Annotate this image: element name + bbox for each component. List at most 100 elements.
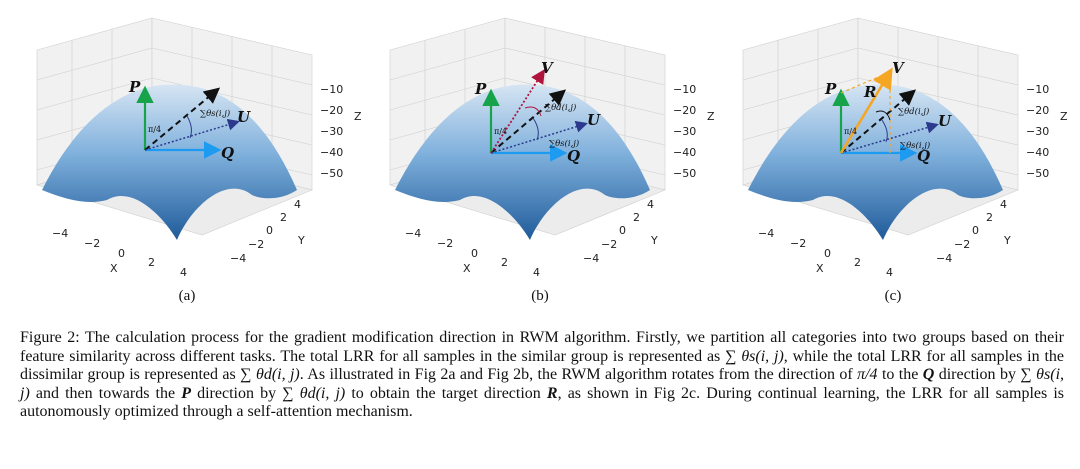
svg-text:−20: −20: [673, 104, 696, 117]
svg-text:−40: −40: [1026, 146, 1049, 159]
panel-b-label: (b): [531, 288, 549, 304]
svg-text:−2: −2: [84, 237, 100, 250]
svg-text:X: X: [816, 262, 824, 275]
svg-text:−2: −2: [248, 238, 264, 251]
caption-math-4: Q: [922, 366, 935, 384]
caption-text-7: direction by: [190, 384, 283, 402]
svg-text:2: 2: [854, 256, 861, 269]
svg-text:−2: −2: [437, 237, 453, 250]
u-label: U: [587, 111, 601, 129]
svg-text:−2: −2: [601, 238, 617, 251]
panel-a: P Q U ∑θs(i,j) π/4 −10 −20 −30 −40 −50 Z…: [12, 0, 362, 310]
svg-text:0: 0: [118, 247, 125, 260]
svg-text:−10: −10: [1026, 83, 1049, 96]
svg-text:2: 2: [280, 211, 287, 224]
svg-text:Z: Z: [1060, 110, 1068, 123]
plot-c: P Q U V R ∑θd(i,j) ∑θs(i,j) π/4 −10 −20 …: [741, 17, 1068, 279]
panel-c-label: (c): [884, 288, 902, 304]
pi-over-4-label: π/4: [844, 127, 857, 136]
theta-s-arc: [532, 117, 539, 141]
svg-text:X: X: [463, 262, 471, 275]
caption-text-6: and then towards the: [29, 384, 182, 402]
z-axis: −10 −20 −30 −40 −50 Z: [320, 83, 362, 180]
z-axis: −10 −20 −30 −40 −50 Z: [673, 83, 715, 180]
svg-text:Z: Z: [707, 110, 715, 123]
q-label: Q: [917, 147, 930, 165]
u-label: U: [938, 112, 952, 130]
svg-text:−30: −30: [673, 125, 696, 138]
sum-theta-s-label: ∑θs(i,j): [900, 140, 930, 151]
svg-text:2: 2: [986, 211, 993, 224]
svg-text:−20: −20: [320, 104, 343, 117]
svg-text:4: 4: [886, 266, 893, 279]
v-arrow: [490, 68, 545, 154]
y-axis: 4 2 0 −2 −4 Y: [583, 198, 658, 265]
svg-text:−10: −10: [673, 83, 696, 96]
svg-text:2: 2: [501, 256, 508, 269]
svg-text:−20: −20: [1026, 104, 1049, 117]
theta-d-arc: [524, 106, 542, 117]
r-projection-p: [840, 71, 891, 94]
caption-text-3: . As illustrated in Fig 2a and Fig 2b, t…: [299, 366, 858, 384]
y-axis: 4 2 0 −2 −4 Y: [230, 198, 305, 265]
svg-text:−4: −4: [936, 252, 952, 265]
svg-text:−4: −4: [52, 227, 68, 240]
plot-b: P Q U V ∑θd(i,j) ∑θs(i,j) π/4 −10 −20 −3…: [388, 17, 715, 279]
pi-over-4-label: π/4: [494, 127, 507, 136]
sum-theta-s-label: ∑θs(i,j): [549, 138, 579, 149]
svg-text:4: 4: [533, 266, 540, 279]
svg-text:−4: −4: [583, 252, 599, 265]
svg-text:Y: Y: [297, 234, 305, 247]
svg-text:2: 2: [633, 211, 640, 224]
z-axis: −10 −20 −30 −40 −50 Z: [1026, 83, 1068, 180]
svg-text:−2: −2: [790, 237, 806, 250]
svg-text:−30: −30: [1026, 125, 1049, 138]
surface: [748, 84, 1003, 240]
p-label: P: [128, 78, 141, 96]
u-label: U: [237, 108, 251, 126]
svg-text:−4: −4: [758, 227, 774, 240]
caption-text-4: to the: [877, 366, 923, 384]
pi-over-4-label: π/4: [148, 125, 161, 134]
svg-text:−10: −10: [320, 83, 343, 96]
r-label: R: [863, 83, 876, 101]
svg-text:Y: Y: [650, 234, 658, 247]
theta-s-arc: [881, 119, 888, 143]
svg-text:2: 2: [148, 256, 155, 269]
svg-text:Y: Y: [1003, 234, 1011, 247]
svg-text:X: X: [110, 262, 118, 275]
diagonal-arrow: [490, 89, 567, 154]
caption-math-2: ∑ θd(i, j): [240, 366, 300, 384]
svg-text:−4: −4: [230, 252, 246, 265]
caption-prefix: Figure 2:: [20, 329, 80, 346]
caption-text-8: to obtain the target direction: [345, 384, 547, 402]
panel-a-label: (a): [178, 288, 196, 304]
diagonal-arrow: [840, 89, 917, 154]
svg-text:−40: −40: [673, 146, 696, 159]
q-label: Q: [221, 144, 234, 162]
svg-text:0: 0: [266, 224, 273, 237]
p-label: P: [824, 80, 837, 98]
svg-text:−40: −40: [320, 146, 343, 159]
v-label: V: [541, 59, 554, 77]
sum-theta-d-label: ∑θd(i,j): [898, 106, 929, 117]
svg-text:−50: −50: [673, 167, 696, 180]
y-axis: 4 2 0 −2 −4 Y: [936, 198, 1011, 265]
svg-text:4: 4: [1000, 198, 1007, 211]
theta-s-arc: [186, 115, 192, 139]
svg-text:0: 0: [471, 247, 478, 260]
svg-text:−50: −50: [1026, 167, 1049, 180]
sum-theta-s-label: ∑θs(i,j): [200, 108, 230, 119]
r-arrow: [839, 67, 893, 154]
q-label: Q: [567, 147, 580, 165]
svg-text:−30: −30: [320, 125, 343, 138]
caption-text-5: direction by: [934, 366, 1021, 384]
svg-text:−2: −2: [954, 238, 970, 251]
svg-text:0: 0: [824, 247, 831, 260]
caption-math-3: π/4: [857, 366, 878, 384]
caption-math-8: R: [546, 384, 558, 402]
svg-text:4: 4: [180, 266, 187, 279]
svg-text:0: 0: [972, 224, 979, 237]
svg-text:4: 4: [294, 198, 301, 211]
plot-a: P Q U ∑θs(i,j) π/4 −10 −20 −30 −40 −50 Z…: [35, 17, 362, 279]
